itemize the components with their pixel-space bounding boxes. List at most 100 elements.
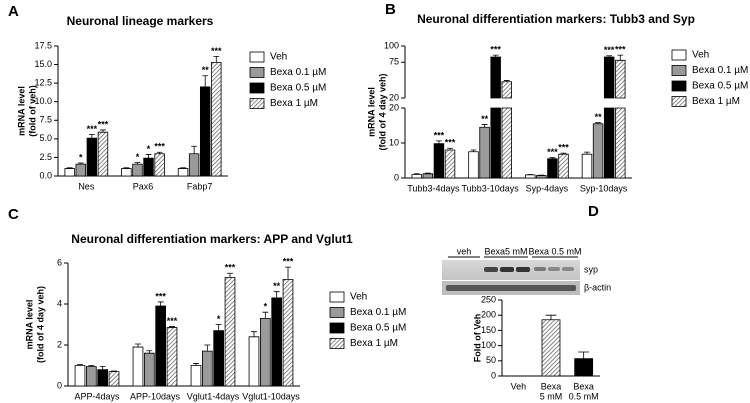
y-tick-label: 0 [491, 370, 496, 380]
significance: *** [98, 119, 109, 129]
legend-label: Bexa 0.1 µM [692, 65, 748, 76]
bar [490, 56, 501, 179]
bar [211, 61, 222, 177]
y-tick-label: 0 [57, 380, 62, 390]
y-tick-label: 100 [481, 340, 496, 350]
bar [132, 163, 143, 177]
legend-label: Bexa 0.5 µM [692, 81, 748, 92]
significance: * [136, 152, 140, 162]
x-tick-label: 5 mM [540, 391, 563, 401]
bar [224, 276, 236, 387]
error-bar [470, 149, 477, 152]
error-bar [447, 147, 453, 150]
panel-label: C [8, 206, 19, 223]
legend-swatch [249, 82, 265, 94]
bar [558, 153, 569, 179]
error-bar [424, 172, 431, 174]
blot-group: Bexa5 mM [484, 246, 527, 256]
bar [155, 305, 166, 387]
bar [75, 163, 87, 177]
significance: *** [547, 147, 558, 157]
bar [97, 369, 108, 387]
western-blot: veh Bexa5 mM Bexa 0.5 mM syp β-actin [442, 246, 611, 295]
significance: ** [273, 281, 281, 291]
bar [271, 297, 282, 387]
blot-group: veh [457, 246, 472, 256]
bar [541, 319, 561, 377]
y-tick-label: 50 [486, 355, 496, 365]
y-axis-label: mRNA level [366, 87, 376, 137]
significance: * [264, 302, 268, 312]
legend-swatch [329, 291, 345, 303]
x-tick-label: Vglut1-10days [242, 391, 300, 401]
x-tick-label: Nes [78, 181, 95, 191]
bar [202, 350, 213, 387]
error-bar [169, 326, 175, 328]
bar [547, 158, 558, 179]
band [484, 267, 498, 272]
bar [190, 365, 202, 387]
bar [603, 56, 615, 179]
significance: ** [595, 112, 603, 122]
x-tick-label: Syp-4days [526, 183, 569, 193]
error-bar [545, 314, 557, 320]
bar [444, 149, 456, 179]
error-bar [180, 167, 186, 169]
bar [615, 59, 626, 179]
error-bar [77, 364, 83, 366]
legend-label: Bexa 1 µM [350, 338, 398, 349]
significance: *** [558, 143, 569, 153]
y-tick-label: 4 [57, 298, 62, 308]
y-tick-label: 17.5 [34, 40, 52, 50]
y-tick-label: 20 [389, 102, 399, 112]
legend-swatch [671, 65, 687, 76]
significance: *** [434, 130, 445, 140]
x-tick-label: Veh [511, 381, 527, 391]
band [562, 267, 574, 271]
y-tick-label: 5.0 [39, 133, 52, 143]
error-bar [481, 124, 488, 128]
band [446, 285, 576, 291]
legend-label: Bexa 0.1 µM [350, 307, 406, 318]
error-bar [88, 134, 95, 139]
error-bar [156, 151, 163, 154]
y-tick-label: 200 [481, 310, 496, 320]
chart-title: Neuronal differentiation markers: APP an… [71, 232, 353, 246]
chart-title: Neuronal lineage markers [67, 14, 214, 28]
error-bar [560, 152, 567, 155]
error-bar [88, 365, 95, 367]
y-tick-label: 12.5 [34, 78, 52, 88]
error-bar [111, 370, 117, 372]
legend-label: Bexa 1 µM [270, 98, 318, 109]
y-tick-label: 10 [389, 137, 399, 147]
significance: *** [154, 142, 165, 152]
significance: ** [481, 114, 489, 124]
bar [188, 153, 200, 177]
bar [143, 157, 154, 177]
panel-label: B [385, 1, 396, 18]
error-bar [606, 55, 613, 58]
y-axis-label: (fold of 4 day veh) [35, 286, 45, 363]
bar [525, 174, 536, 179]
legend-swatch [329, 322, 345, 334]
x-tick-label: 0.5 mM [569, 391, 599, 401]
error-bar [157, 301, 164, 307]
y-axis-label: mRNA level [24, 300, 34, 350]
legend-swatch [249, 67, 265, 78]
error-bar [191, 145, 198, 154]
error-bar [204, 344, 211, 352]
error-bar [66, 167, 73, 169]
error-bar [262, 311, 269, 319]
bar [479, 126, 490, 179]
error-bar [578, 351, 590, 359]
bar [501, 81, 512, 179]
error-bar [146, 350, 153, 354]
bar [581, 153, 593, 179]
error-bar [273, 291, 280, 298]
x-tick-label: Tubb3-10days [462, 183, 520, 193]
y-tick-label: 100 [384, 40, 399, 50]
error-bar [436, 140, 442, 144]
bar [468, 151, 479, 179]
error-bar [492, 54, 499, 58]
y-tick-label: 6 [57, 257, 62, 267]
